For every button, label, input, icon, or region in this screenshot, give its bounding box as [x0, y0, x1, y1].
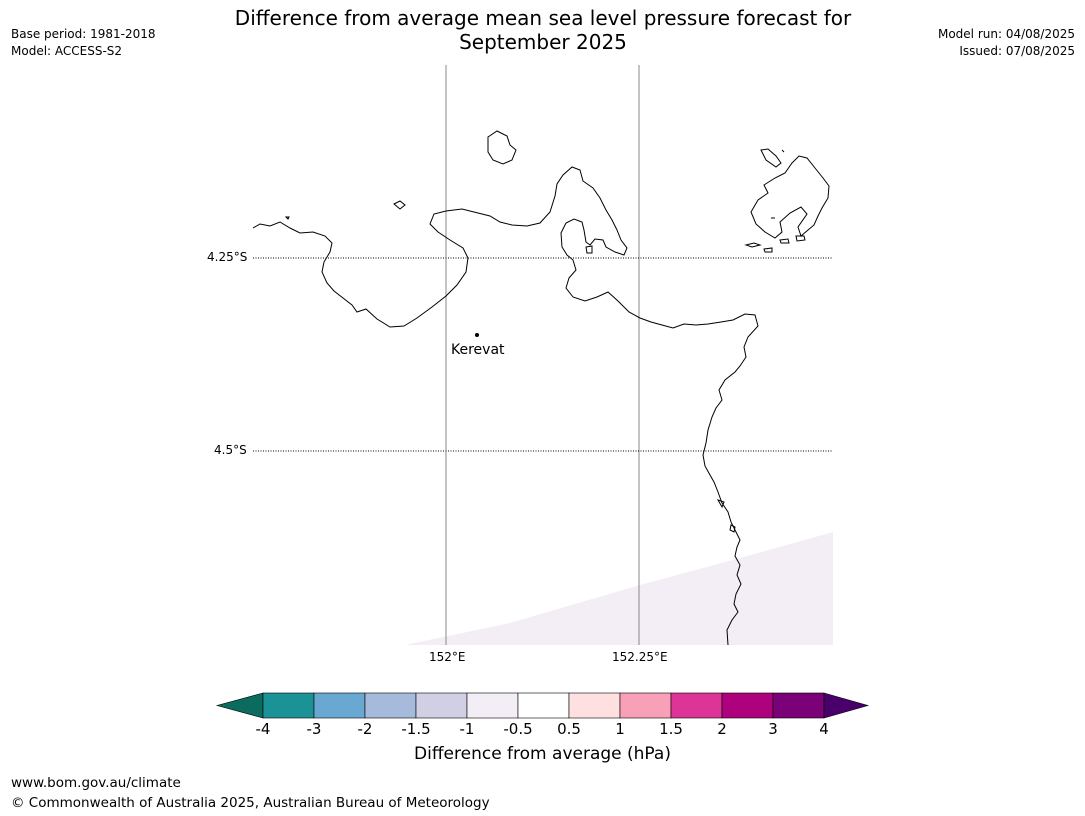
lon-label-152-25: 152.25°E — [612, 650, 668, 664]
issued-date: Issued: 07/08/2025 — [959, 44, 1075, 58]
shaded-region — [405, 532, 833, 645]
model-name: Model: ACCESS-S2 — [11, 44, 123, 58]
colorbar-segment — [313, 692, 366, 719]
coastline — [252, 130, 830, 646]
colorbar-segment — [466, 692, 519, 719]
colorbar-tick-label: -2 — [357, 720, 373, 738]
colorbar — [215, 692, 870, 719]
colorbar-tick-label: -3 — [306, 720, 322, 738]
colorbar-segment — [415, 692, 468, 719]
colorbar-segment — [517, 692, 570, 719]
colorbar-segment — [619, 692, 672, 719]
colorbar-segment — [364, 692, 417, 719]
colorbar-tick-label: -0.5 — [503, 720, 533, 738]
footer-url[interactable]: www.bom.gov.au/climate — [11, 775, 181, 791]
colorbar-tick-label: 2 — [717, 720, 727, 738]
colorbar-title: Difference from average (hPa) — [414, 744, 671, 764]
model-run: Model run: 04/08/2025 — [937, 27, 1075, 41]
colorbar-tick-label: -4 — [255, 720, 271, 738]
chart-title: Difference from average mean sea level p… — [234, 6, 852, 54]
meta-right: Model run: 04/08/2025 Issued: 07/08/2025 — [938, 26, 1075, 60]
colorbar-tick-label: 1 — [615, 720, 625, 738]
colorbar-segment — [721, 692, 774, 719]
meta-left: Base period: 1981-2018 Model: ACCESS-S2 — [11, 26, 156, 60]
colorbar-tick-label: -1 — [459, 720, 475, 738]
place-label-kerevat: Kerevat — [451, 342, 505, 358]
footer-copyright: © Commonwealth of Australia 2025, Austra… — [11, 795, 490, 811]
colorbar-tick-label: 3 — [768, 720, 778, 738]
kerevat-marker — [475, 333, 479, 337]
colorbar-extend-high — [823, 692, 870, 719]
colorbar-extend-low — [215, 692, 264, 719]
colorbar-segment — [772, 692, 825, 719]
colorbar-tick-label: 4 — [819, 720, 829, 738]
colorbar-tick-label: -1.5 — [401, 720, 431, 738]
colorbar-segment — [568, 692, 621, 719]
lat-label-4-25: 4.25°S — [207, 250, 248, 264]
colorbar-segment — [670, 692, 723, 719]
lon-label-152: 152°E — [429, 650, 466, 664]
colorbar-segment — [262, 692, 315, 719]
lat-label-4-5: 4.5°S — [214, 443, 247, 457]
colorbar-tick-label: 0.5 — [557, 720, 581, 738]
base-period: Base period: 1981-2018 — [11, 27, 156, 41]
colorbar-tick-label: 1.5 — [659, 720, 683, 738]
